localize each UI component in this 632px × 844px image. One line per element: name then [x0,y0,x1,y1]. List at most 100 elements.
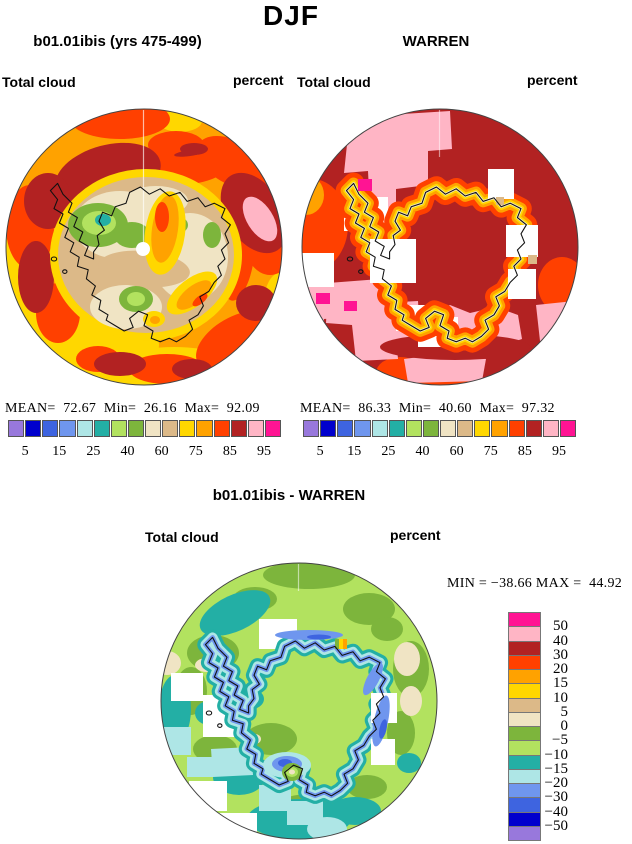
diff-colorbar-cell-12 [508,783,541,799]
diff-colorbar-labels: 50 40 30 20 15 10 5 0 −5 −10 −15 −20 −30 −40 −50 [538,613,568,841]
diff-colorbar-label: 0 [560,718,569,734]
colorbar-cell-12 [213,420,230,437]
diff-colorbar-label: −15 [544,760,568,777]
map-outline [5,108,283,386]
model-colorbar [8,420,281,437]
obs-panel-title: WARREN [402,33,470,50]
colorbar-cell-12 [508,420,525,437]
model-units-label: percent [233,72,284,88]
diff-colorbar-label: 20 [553,661,568,677]
obs-colorbar [303,420,576,437]
colorbar-tick-label: 25 [381,444,396,459]
colorbar-cell-9 [162,420,179,437]
diff-colorbar-cell-15 [508,825,541,841]
island [358,269,364,274]
colorbar-tick-label: 85 [517,444,532,459]
colorbar-cell-7 [127,420,144,437]
diff-colorbar-cell-1 [508,626,541,642]
model-panel-title: b01.01ibis (yrs 475-499) [33,33,202,50]
map-outline [301,108,579,386]
diff-panel-title: b01.01ibis - WARREN [212,487,366,504]
contour-region-magenta [316,179,372,311]
obs-map [301,108,579,386]
diff-colorbar-label: 15 [553,675,568,692]
colorbar-cell-15 [264,420,281,437]
colorbar-tick-label: 75 [188,444,203,459]
diff-colorbar-label: 40 [553,632,568,649]
colorbar-tick-label: 5 [21,444,29,459]
diff-colorbar-label: 10 [553,689,568,706]
obs-field-label: Total cloud [297,74,371,90]
colorbar-tick-label: 15 [347,444,362,459]
missing-data-blocks-over-ring [370,169,538,299]
colorbar-cell-5 [93,420,110,437]
model-map-field [6,109,282,385]
island [50,256,58,262]
diff-colorbar [508,612,541,841]
diff-colorbar-cell-4 [508,669,541,685]
diff-colorbar-cell-0 [508,612,541,628]
colorbar-cell-6 [405,420,422,437]
colorbar-tick-label: 5 [316,444,324,459]
colorbar-tick-label: 95 [256,444,271,459]
season-title: DJF [263,0,319,31]
diff-colorbar-cell-5 [508,683,541,699]
colorbar-cell-4 [76,420,93,437]
small-anomaly-spots [282,639,347,781]
diff-colorbar-cell-13 [508,797,541,813]
obs-units-label: percent [527,72,578,88]
diff-colorbar-cell-11 [508,768,541,784]
colorbar-cell-0 [8,420,25,437]
diff-colorbar-label: −10 [544,746,568,763]
diff-units-label: percent [390,527,441,543]
model-field-label: Total cloud [2,74,76,90]
diff-colorbar-cell-10 [508,754,541,770]
diff-colorbar-label: −40 [544,803,568,820]
colorbar-tick-label: 60 [449,444,464,459]
antarctica-continent [345,182,527,343]
contour-region-pink [242,196,278,242]
diff-colorbar-cell-2 [508,640,541,656]
colorbar-tick-label: 40 [415,444,430,459]
interior-cloud-minimum [50,169,242,341]
antarctica-coastline [49,182,231,343]
colorbar-cell-5 [388,420,405,437]
diff-map-field [161,563,437,839]
island [205,710,213,716]
diff-colorbar-label: 50 [553,618,568,635]
diff-field-label: Total cloud [145,529,219,545]
colorbar-tick-label: 40 [120,444,135,459]
pole-hole [136,242,150,256]
colorbar-cell-6 [110,420,127,437]
colorbar-cell-13 [230,420,247,437]
colorbar-cell-14 [542,420,559,437]
colorbar-cell-9 [457,420,474,437]
colorbar-cell-8 [440,420,457,437]
colorbar-tick-label: 60 [154,444,169,459]
obs-stats: MEAN= 86.33 Min= 40.60 Max= 97.32 [300,401,555,416]
colorbar-cell-1 [25,420,42,437]
colorbar-tick-label: 95 [551,444,566,459]
colorbar-cell-4 [371,420,388,437]
diff-colorbar-label: −50 [544,817,568,834]
colorbar-tick-label: 85 [222,444,237,459]
island [346,256,354,262]
diff-colorbar-label: −20 [544,775,568,791]
model-map [5,108,283,386]
model-colorbar-ticks: 5 15 25 40 60 75 85 95 [8,444,281,462]
contour-region-tan-bits [496,197,537,264]
colorbar-cell-13 [525,420,542,437]
diff-colorbar-cell-7 [508,711,541,727]
interior-warm-band [143,191,218,327]
antarctica-continent [204,636,386,797]
diff-colorbar-cell-9 [508,740,541,756]
colorbar-cell-14 [247,420,264,437]
diff-colorbar-cell-14 [508,811,541,827]
map-outline [160,562,438,840]
diff-colorbar-cell-8 [508,726,541,742]
diff-colorbar-label: 5 [560,703,569,720]
diff-colorbar-label: 30 [553,646,568,663]
colorbar-cell-10 [179,420,196,437]
diff-colorbar-label: −30 [544,789,568,806]
